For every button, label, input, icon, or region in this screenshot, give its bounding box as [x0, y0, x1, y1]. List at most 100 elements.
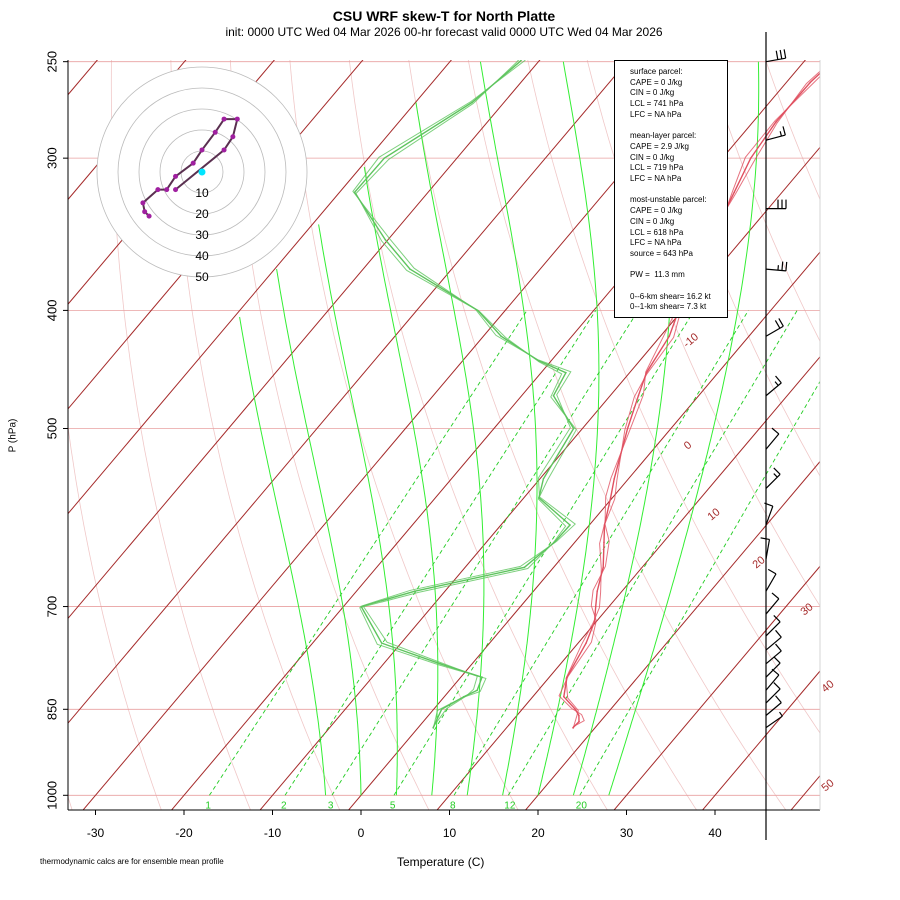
- barb-shaft: [765, 325, 784, 337]
- wind-barb: [765, 695, 782, 716]
- barb-shaft: [765, 674, 780, 691]
- x-tick-label: 30: [620, 826, 634, 840]
- mixing-ratio-label: 2: [281, 800, 287, 811]
- x-tick-label: 10: [443, 826, 457, 840]
- barb-feather: [775, 695, 782, 704]
- dry-adiabat: [348, 60, 608, 810]
- info-line: LCL = 741 hPa: [630, 99, 684, 109]
- mixing-ratio-line: [331, 310, 639, 796]
- barb-shaft: [765, 539, 771, 560]
- barb-feather: [778, 318, 784, 327]
- wind-barb: [765, 261, 788, 272]
- mixing-ratio-label: 3: [328, 800, 334, 811]
- dewpoint-line: [355, 60, 577, 730]
- moist-adiabat: [363, 166, 439, 796]
- dry-adiabat: [760, 0, 900, 821]
- hodograph-ring: [138, 108, 266, 236]
- barb-shaft: [765, 621, 781, 637]
- wind-barb: [765, 427, 780, 450]
- dewpoint-line-point: [440, 708, 443, 711]
- dry-adiabat: [586, 60, 820, 607]
- hodograph-ring-label: 10: [195, 186, 209, 200]
- barb-shaft: [765, 598, 780, 615]
- thermo-info-box: surface parcel: CAPE = 0 J/kg CIN = 0 J/…: [614, 60, 728, 318]
- dry-adiabat: [68, 423, 162, 810]
- mixing-ratio-label: 5: [390, 800, 396, 811]
- dewpoint-line-point: [360, 605, 362, 608]
- isotherm-label: 0: [682, 439, 694, 452]
- barb-half-feather: [773, 473, 778, 478]
- temperature-line-point: [585, 642, 587, 644]
- moist-adiabat: [608, 61, 760, 796]
- wind-barb: [765, 318, 784, 337]
- info-line: CIN = 0 J/kg: [630, 88, 675, 98]
- dewpoint-line-point: [552, 394, 555, 397]
- moist-adiabat: [479, 61, 538, 796]
- isotherm-line: [524, 460, 820, 810]
- temperature-line-point: [602, 566, 604, 569]
- dewpoint-line: [352, 60, 576, 728]
- hodograph-point: [164, 187, 170, 193]
- dry-adiabat: [408, 60, 698, 810]
- barb-feather: [767, 568, 777, 575]
- dry-adiabat: [110, 60, 251, 810]
- info-line: CAPE = 0 J/kg: [630, 206, 683, 216]
- wind-barb: [765, 615, 781, 637]
- dewpoint-line-point: [439, 663, 442, 665]
- moist-adiabat: [537, 61, 600, 796]
- hodograph-trace: [141, 118, 239, 217]
- dewpoint-line-point: [383, 157, 386, 159]
- barb-feather: [764, 502, 774, 507]
- wind-barb: [765, 49, 787, 63]
- dewpoint-line-point: [565, 371, 567, 374]
- dewpoint-line-point: [481, 676, 483, 679]
- dewpoint-line-point: [384, 238, 387, 241]
- info-line: 0--6-km shear= 16.2 kt: [630, 291, 711, 301]
- y-tick-label: 500: [44, 418, 59, 440]
- temperature-line-point: [733, 191, 736, 194]
- hodograph-point: [199, 147, 205, 153]
- dewpoint-line-point: [523, 566, 526, 569]
- mixing-ratio-label: 20: [576, 800, 588, 811]
- x-tick-label: 0: [358, 826, 365, 840]
- info-line: most-unstable parcel:: [630, 195, 707, 205]
- barb-feather: [771, 668, 780, 676]
- temperature-line-point: [668, 335, 671, 338]
- dry-adiabat: [289, 60, 519, 810]
- barb-feather: [774, 320, 781, 329]
- dewpoint-line-point: [542, 478, 545, 480]
- temperature-line-point: [578, 720, 580, 723]
- dewpoint-line-point: [500, 335, 502, 338]
- shear-block: 0--6-km shear= 16.2 kt 0--1-km shear= 7.…: [630, 292, 727, 313]
- barb-feather: [773, 656, 781, 664]
- temperature-line-point: [809, 81, 812, 84]
- wind-barb: [765, 711, 783, 729]
- barb-half-feather: [779, 131, 783, 137]
- info-line: CIN = 0 J/kg: [630, 216, 675, 226]
- temperature-line-point: [603, 541, 605, 544]
- mixing-ratio-line: [579, 380, 820, 796]
- hodograph-point: [173, 187, 179, 193]
- wind-barb: [765, 682, 781, 704]
- hodograph-point: [221, 147, 227, 153]
- storm-motion-marker: [198, 168, 206, 176]
- isotherm-label: 30: [799, 601, 816, 618]
- dry-adiabat: [68, 795, 73, 810]
- hodograph-point: [140, 200, 146, 206]
- info-line: CAPE = 0 J/kg: [630, 77, 683, 87]
- barb-feather: [771, 427, 780, 435]
- temperature-line-point: [574, 708, 577, 711]
- barb-feather: [773, 467, 781, 475]
- dewpoint-line-point: [432, 726, 435, 729]
- dewpoint-line-point: [477, 309, 479, 312]
- temperature-line-point: [572, 726, 574, 729]
- pw-block: PW = 11.3 mm: [630, 270, 727, 281]
- barb-feather: [782, 126, 786, 136]
- isotherm-line: [82, 60, 718, 810]
- barb-shaft: [765, 433, 780, 450]
- hodograph: 10 20 30 40 50: [96, 66, 308, 284]
- dewpoint-line-point: [519, 60, 521, 63]
- x-axis-label: Temperature (C): [397, 855, 485, 869]
- dry-adiabat: [851, 0, 900, 821]
- profile-lines: [352, 60, 820, 730]
